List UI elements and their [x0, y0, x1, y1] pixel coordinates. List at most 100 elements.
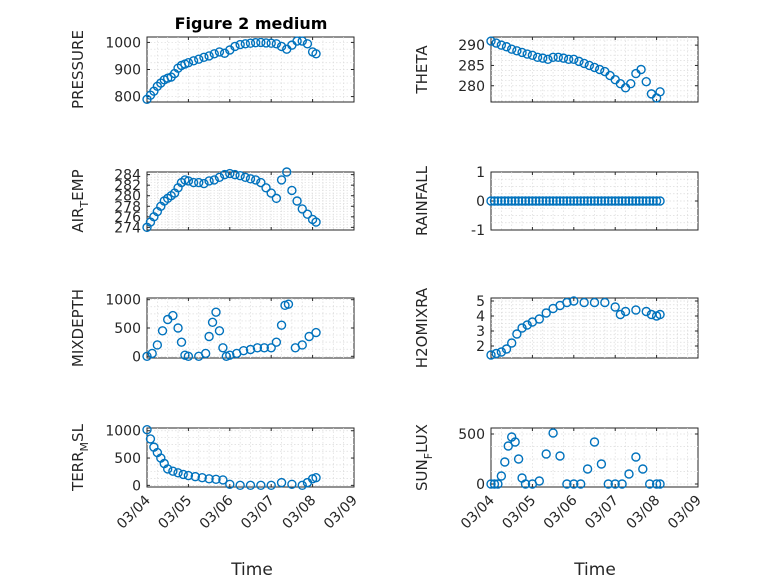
data-point	[607, 196, 617, 206]
data-point	[510, 196, 520, 206]
data-point	[651, 479, 662, 489]
data-point	[589, 297, 600, 308]
data-point	[491, 38, 501, 48]
data-point	[548, 52, 558, 63]
data-point	[503, 196, 513, 206]
y-tick-label: 1000	[105, 424, 141, 440]
data-point	[486, 350, 496, 360]
data-point	[204, 331, 214, 342]
y-tick-label: -1	[471, 223, 485, 239]
data-point	[199, 52, 209, 63]
data-point	[496, 40, 507, 50]
data-point	[240, 39, 251, 49]
x-tick-label: 03/05	[155, 493, 195, 533]
data-point	[197, 473, 207, 483]
data-point	[256, 177, 266, 188]
data-point	[603, 479, 613, 489]
data-point	[311, 217, 321, 227]
data-point	[276, 41, 287, 52]
x-tick-label: 03/08	[280, 493, 320, 533]
data-point	[631, 452, 641, 462]
y-tick-label: 900	[114, 63, 141, 79]
data-point	[544, 196, 555, 206]
data-point	[235, 39, 245, 50]
data-point	[596, 459, 607, 469]
data-point	[513, 196, 524, 206]
data-point	[235, 480, 245, 491]
data-point	[576, 479, 586, 489]
x-tick-label: 03/06	[197, 492, 237, 532]
data-point	[194, 54, 204, 64]
data-point	[562, 196, 572, 206]
data-point	[638, 464, 648, 474]
data-point	[543, 54, 553, 65]
data-point	[183, 351, 194, 362]
data-point	[500, 196, 510, 206]
data-point	[145, 434, 156, 444]
data-point	[162, 464, 173, 474]
data-point	[655, 309, 665, 320]
data-point	[271, 193, 282, 204]
data-point	[563, 54, 574, 65]
data-point	[610, 302, 620, 312]
data-point	[517, 47, 527, 58]
data-point	[245, 174, 256, 184]
y-axis-label-subscript: T	[78, 201, 91, 209]
data-point	[486, 479, 496, 489]
data-point	[586, 196, 596, 206]
data-point	[507, 338, 517, 348]
data-point	[610, 196, 620, 206]
y-tick-label: 500	[458, 427, 485, 443]
data-point	[589, 196, 600, 206]
data-point	[631, 196, 641, 206]
data-point	[610, 479, 620, 489]
data-point	[219, 169, 230, 180]
data-point	[534, 314, 544, 324]
data-point	[225, 168, 235, 179]
data-point	[302, 39, 313, 49]
x-tick-label: 03/09	[665, 493, 705, 533]
data-point	[501, 42, 512, 52]
data-point	[645, 196, 655, 206]
x-tick-label: 03/07	[238, 493, 278, 533]
data-point	[620, 196, 631, 206]
data-point	[624, 469, 634, 479]
data-point	[520, 196, 531, 206]
y-tick-label: 285	[458, 58, 485, 74]
y-tick-label: 278	[114, 199, 141, 215]
data-point	[555, 196, 565, 206]
data-point	[538, 196, 548, 206]
data-point	[261, 183, 271, 193]
y-tick-label: 274	[114, 220, 141, 236]
y-axis-label-main: H2OMIXRA	[413, 287, 431, 368]
data-point	[250, 37, 261, 48]
data-point	[225, 479, 235, 489]
data-point	[183, 58, 194, 68]
data-point	[569, 479, 579, 489]
data-point	[204, 176, 214, 186]
data-point	[531, 196, 541, 206]
data-point	[245, 480, 256, 491]
y-axis-label-rest: LUX	[413, 424, 431, 453]
x-tick-label: 03/07	[582, 493, 622, 533]
subplot-pressure: 800 900 1000 PRESSURE	[69, 30, 355, 109]
y-tick-label: 500	[114, 451, 141, 467]
x-tick-label: 03/09	[321, 493, 361, 533]
data-point	[214, 326, 225, 336]
data-point	[493, 479, 503, 489]
data-point	[190, 471, 201, 482]
subplot-terrmsl: 0 500 1000 03/04 03/05 03/06 03/07 03/08 03/09 TE…	[69, 423, 361, 532]
data-point	[522, 49, 532, 59]
data-point	[500, 457, 510, 467]
subplot-theta: 280 285 290 THETA	[413, 36, 699, 103]
y-axis-label: AIRTEMP	[69, 169, 91, 232]
data-point	[565, 196, 576, 206]
data-point	[584, 60, 595, 71]
data-point	[617, 479, 627, 489]
y-tick-label: 0	[132, 349, 141, 365]
data-point	[209, 49, 219, 59]
data-point	[569, 54, 579, 65]
data-series	[486, 196, 665, 206]
data-point	[569, 196, 579, 206]
data-point	[188, 56, 199, 66]
